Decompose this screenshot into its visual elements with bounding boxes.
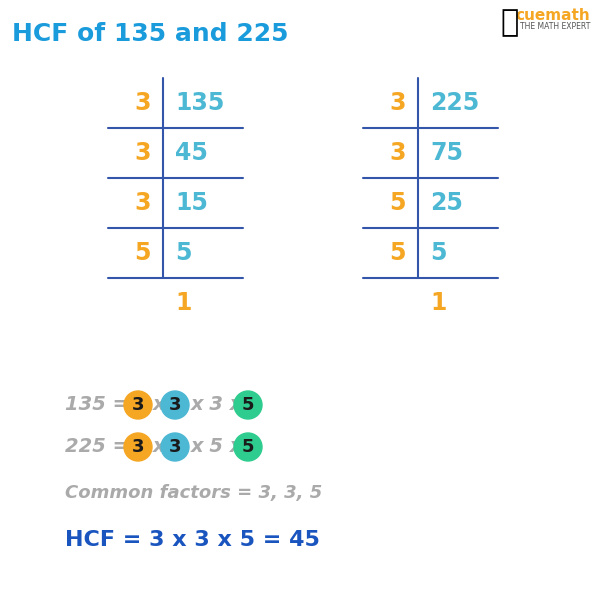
- Text: x 3 x: x 3 x: [191, 395, 243, 415]
- Text: 135 =: 135 =: [65, 395, 129, 415]
- Text: 1: 1: [430, 291, 446, 315]
- Text: 🚀: 🚀: [500, 8, 518, 37]
- Text: x: x: [153, 395, 166, 415]
- Text: 5: 5: [389, 241, 406, 265]
- Text: 225 =: 225 =: [65, 437, 129, 457]
- Text: 5: 5: [389, 191, 406, 215]
- Text: 5: 5: [134, 241, 151, 265]
- Circle shape: [234, 433, 262, 461]
- Text: 75: 75: [430, 141, 463, 165]
- Circle shape: [234, 391, 262, 419]
- Text: 3: 3: [169, 396, 181, 414]
- Text: 3: 3: [134, 191, 151, 215]
- Circle shape: [124, 391, 152, 419]
- Text: 3: 3: [389, 91, 406, 115]
- Circle shape: [124, 433, 152, 461]
- Text: 15: 15: [175, 191, 208, 215]
- Text: cuemath: cuemath: [515, 8, 590, 23]
- Circle shape: [161, 433, 189, 461]
- Text: 5: 5: [430, 241, 446, 265]
- Text: 5: 5: [175, 241, 192, 265]
- Text: 5: 5: [242, 438, 254, 456]
- Text: 225: 225: [430, 91, 480, 115]
- Text: x: x: [153, 437, 166, 457]
- Text: 3: 3: [134, 91, 151, 115]
- Text: HCF of 135 and 225: HCF of 135 and 225: [12, 22, 289, 46]
- Text: THE MATH EXPERT: THE MATH EXPERT: [519, 22, 590, 31]
- Text: 135: 135: [175, 91, 224, 115]
- Text: 25: 25: [430, 191, 463, 215]
- Text: 3: 3: [132, 396, 144, 414]
- Text: 3: 3: [132, 438, 144, 456]
- Text: x 5 x: x 5 x: [191, 437, 243, 457]
- Text: 3: 3: [134, 141, 151, 165]
- Text: 1: 1: [175, 291, 192, 315]
- Text: 45: 45: [175, 141, 208, 165]
- Text: Common factors = 3, 3, 5: Common factors = 3, 3, 5: [65, 484, 322, 502]
- Text: 3: 3: [389, 141, 406, 165]
- Text: 3: 3: [169, 438, 181, 456]
- Text: 5: 5: [242, 396, 254, 414]
- Circle shape: [161, 391, 189, 419]
- Text: HCF = 3 x 3 x 5 = 45: HCF = 3 x 3 x 5 = 45: [65, 530, 320, 550]
